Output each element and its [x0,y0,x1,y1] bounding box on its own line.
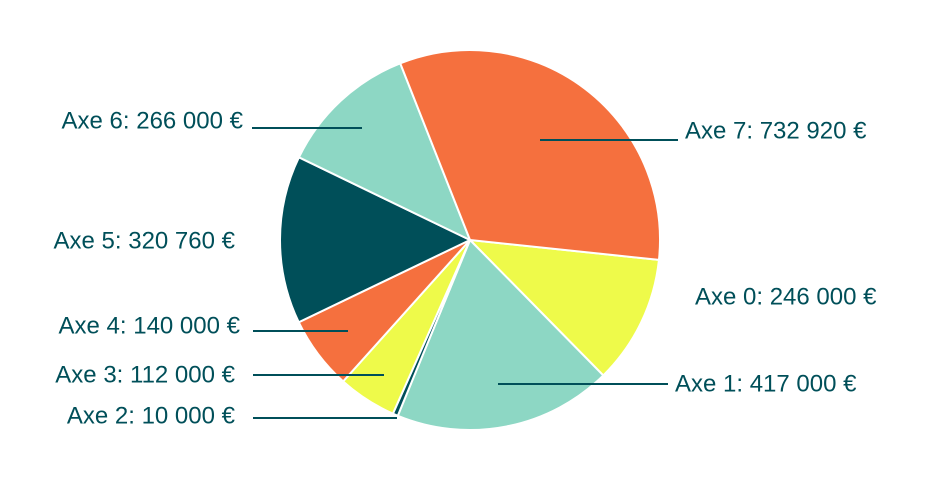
pie-slice [396,238,605,431]
slice-label: Axe 2: 10 000 € [67,402,236,429]
pie-slice [467,238,661,377]
slice-label: Axe 0: 246 000 € [695,283,877,310]
slice-label: Axe 5: 320 760 € [54,227,236,254]
pie-slice [398,49,661,261]
slice-label: Axe 3: 112 000 € [55,361,235,388]
slice-label: Axe 6: 266 000 € [62,107,244,134]
slice-label: Axe 4: 140 000 € [59,312,241,339]
pie-slice [297,61,472,243]
slice-label: Axe 7: 732 920 € [685,117,867,144]
pie-slice [279,155,473,324]
slice-label: Axe 1: 417 000 € [675,370,857,397]
